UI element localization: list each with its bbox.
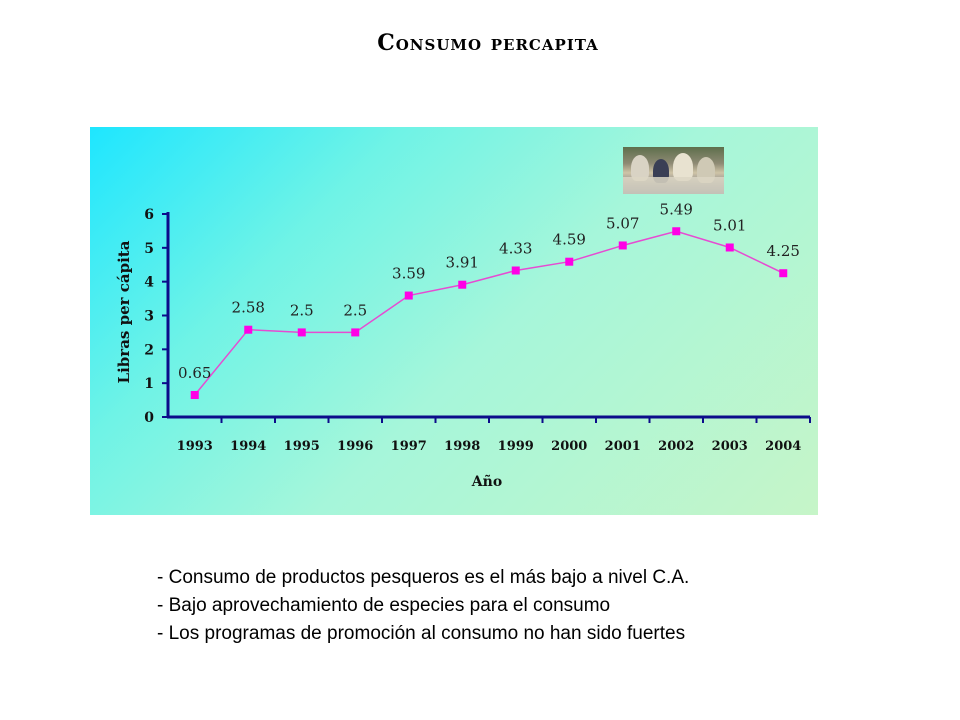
y-tick-label: 3 [144, 309, 154, 325]
y-tick-label: 6 [144, 207, 154, 223]
bullet-item: - Bajo aprovechamiento de especies para … [157, 595, 611, 616]
people-eating-photo [623, 147, 724, 194]
data-label: 4.59 [553, 231, 586, 249]
data-point [351, 328, 360, 337]
x-tick-label: 2003 [712, 439, 748, 454]
x-tick-label: 2004 [765, 439, 801, 454]
data-point [618, 241, 627, 250]
data-label: 4.25 [767, 242, 800, 260]
slide-title: Consumo percapita [377, 30, 599, 56]
y-tick-label: 2 [144, 342, 154, 358]
chart-axes [162, 212, 811, 423]
x-tick-label: 1999 [498, 439, 534, 454]
data-label: 5.07 [606, 214, 639, 232]
x-tick-label: 1998 [444, 439, 480, 454]
y-tick-label: 1 [144, 376, 154, 392]
data-point [190, 391, 199, 400]
x-tick-label: 2002 [658, 439, 694, 454]
bullet-item: - Los programas de promoción al consumo … [157, 623, 686, 644]
x-tick-label: 1993 [177, 439, 213, 454]
x-tick-label: 1994 [230, 439, 266, 454]
data-label: 3.59 [392, 265, 425, 283]
y-tick-label: 4 [144, 275, 154, 291]
x-tick-labels: 1993 1994 1995 1996 1997 1998 1999 2000 2001 2002… [177, 439, 802, 454]
x-axis-label: Año [471, 473, 502, 490]
data-labels: 0.65 2.58 2.5 2.5 3.59 3.91 4.33 4.59 5.07 5.49 5.… [178, 200, 800, 382]
series-line [194, 230, 784, 396]
data-point [244, 325, 253, 334]
data-point [404, 291, 413, 300]
data-point [725, 243, 734, 252]
data-point [779, 269, 788, 278]
data-point [511, 266, 520, 275]
data-label: 0.65 [178, 364, 211, 382]
data-label: 5.01 [713, 216, 746, 234]
series-line-group [190, 227, 788, 400]
data-label: 2.5 [343, 301, 367, 319]
bullet-list: - Consumo de productos pesqueros es el m… [157, 564, 689, 648]
data-point [672, 227, 681, 236]
x-tick-label: 2000 [551, 439, 587, 454]
data-point [458, 280, 467, 289]
data-point [297, 328, 306, 337]
y-axis-label: Libras per cápita [115, 240, 133, 383]
data-label: 4.33 [499, 240, 532, 258]
y-tick-label: 5 [144, 241, 154, 257]
y-tick-labels: 0 1 2 3 4 5 6 [144, 207, 154, 426]
x-tick-label: 1995 [284, 439, 320, 454]
data-label: 5.49 [660, 200, 693, 218]
y-tick-label: 0 [144, 410, 154, 426]
x-tick-label: 1997 [391, 439, 427, 454]
x-tick-label: 2001 [605, 439, 641, 454]
bullet-item: - Consumo de productos pesqueros es el m… [157, 567, 690, 588]
line-chart: 0 1 2 3 4 5 6 1993 1994 1995 1996 1997 1998 1999 2000… [115, 200, 811, 490]
x-tick-label: 1996 [337, 439, 373, 454]
data-label: 2.5 [290, 301, 314, 319]
data-point [565, 257, 574, 266]
data-label: 3.91 [446, 254, 479, 272]
data-label: 2.58 [232, 299, 265, 317]
